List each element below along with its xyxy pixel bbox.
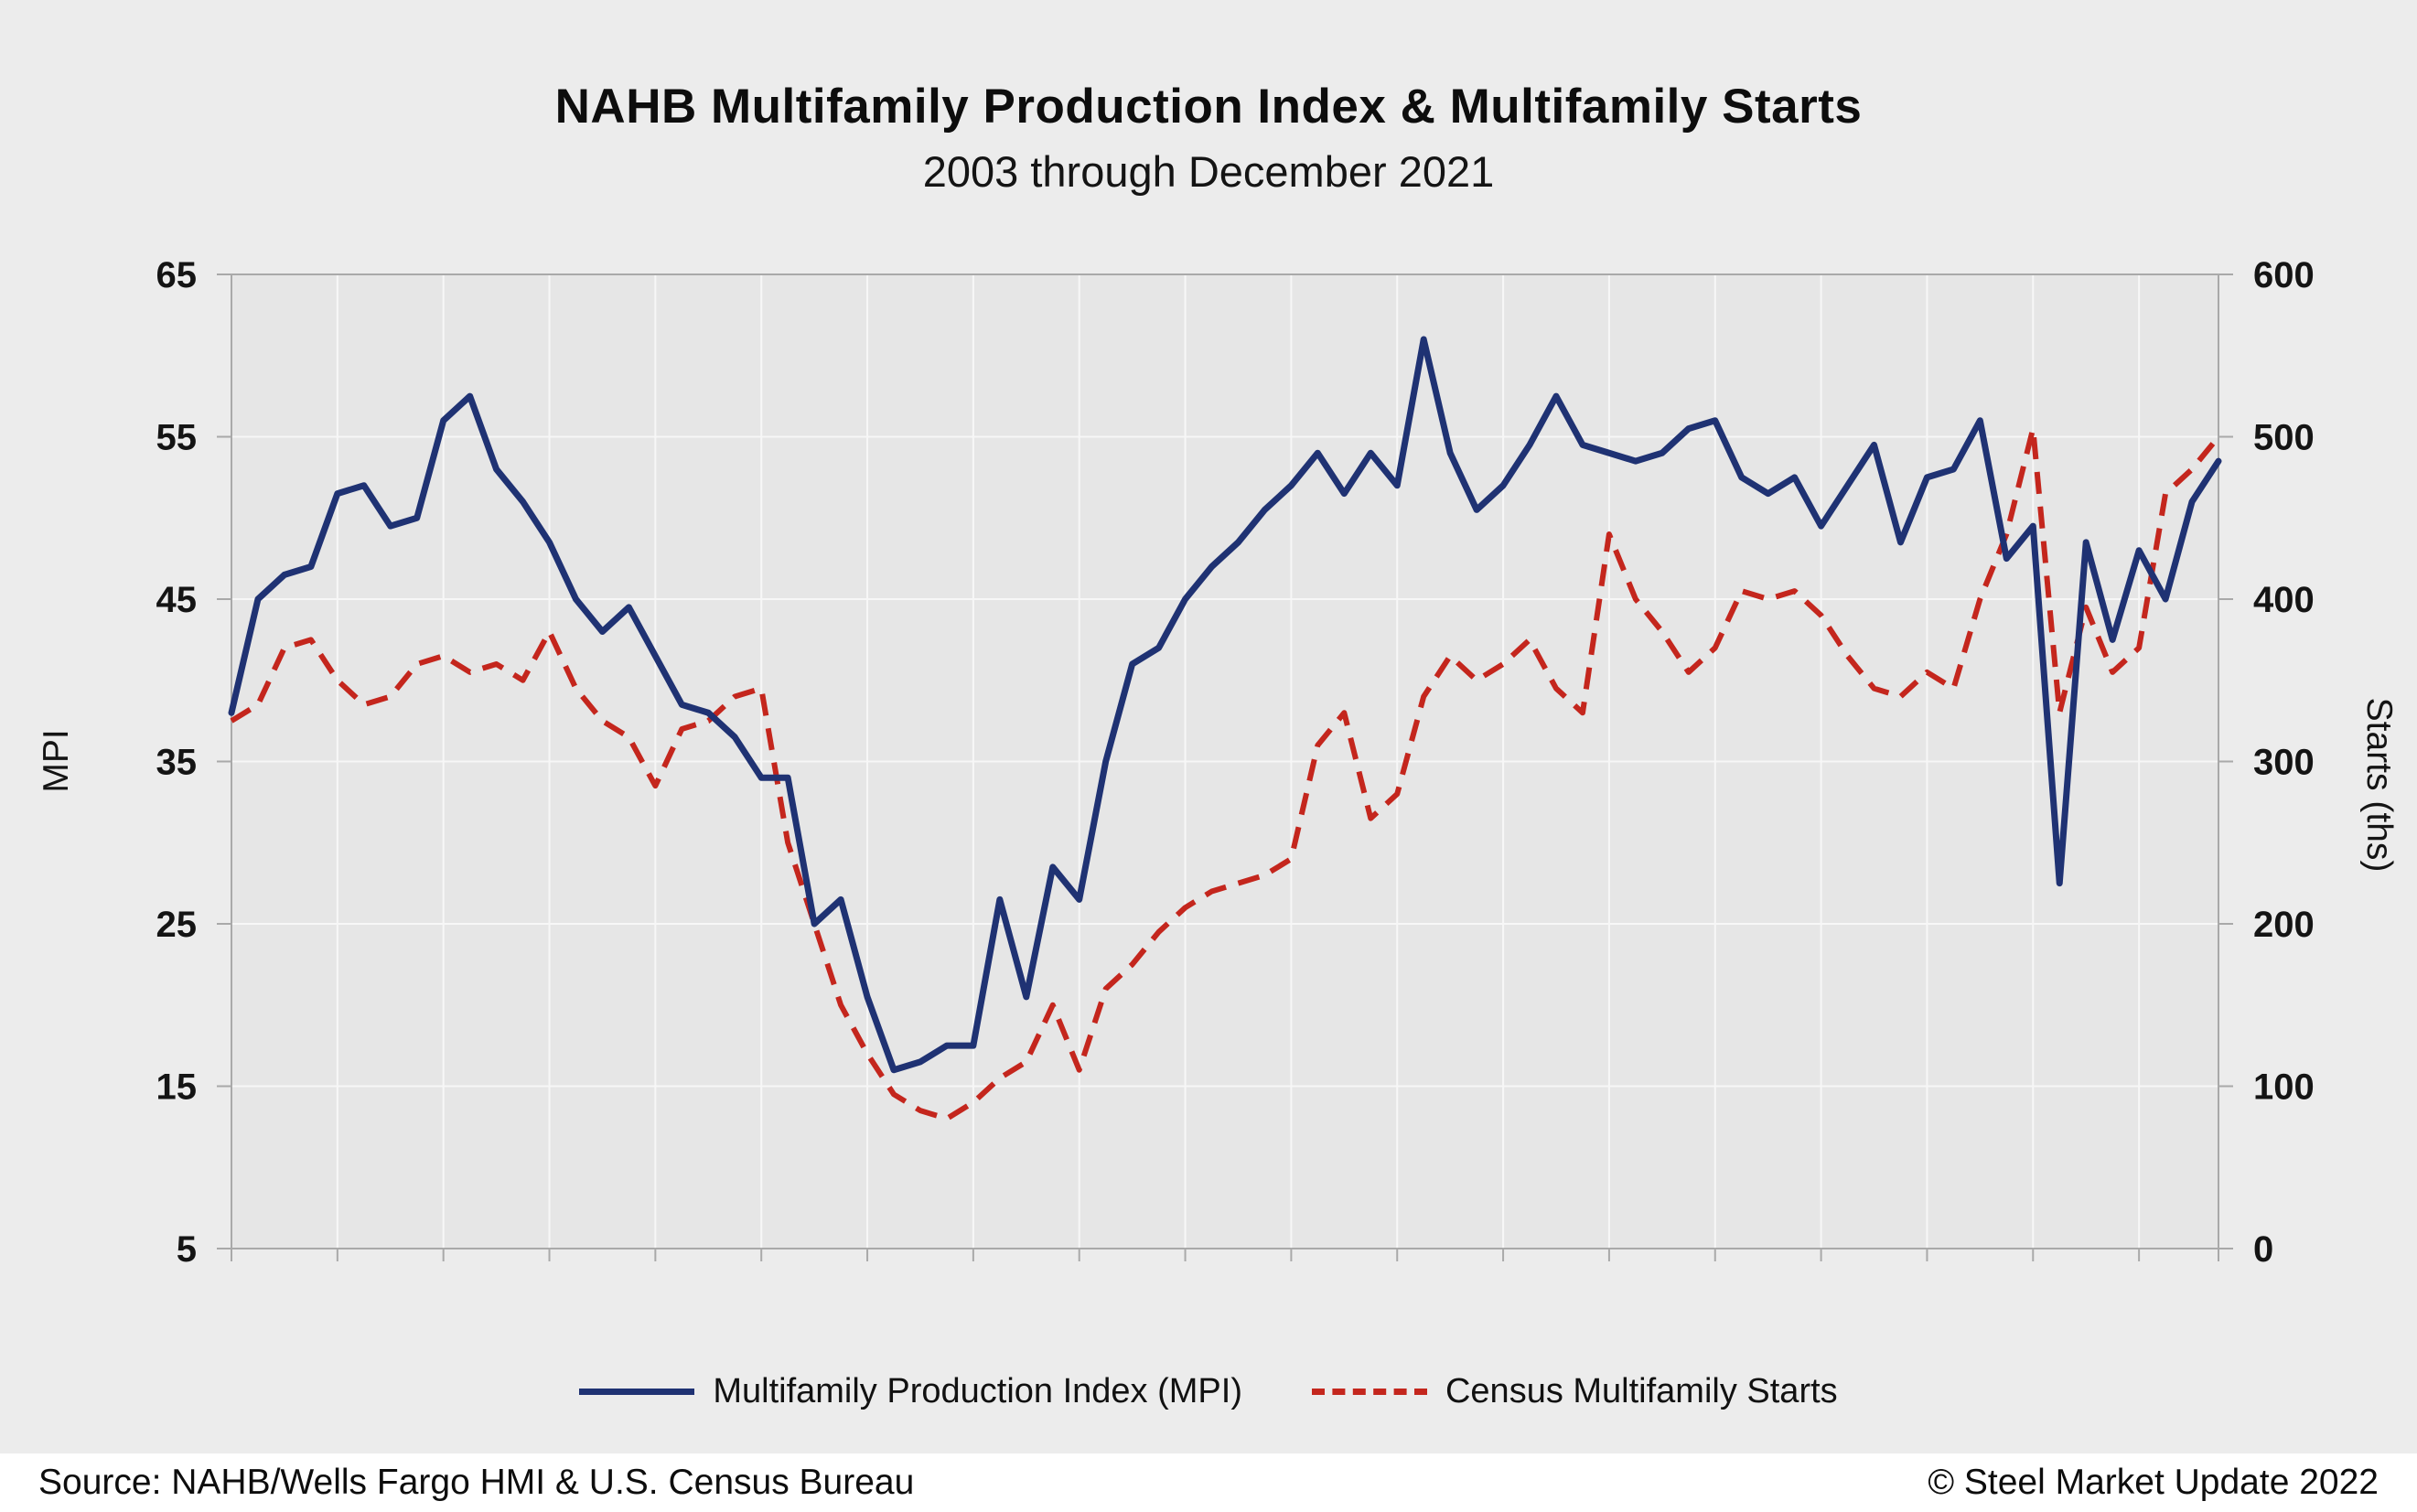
mpi-line bbox=[228, 336, 2222, 1074]
left-axis-tick-label: 35 bbox=[156, 743, 198, 783]
left-axis-tick-label: 5 bbox=[177, 1229, 197, 1270]
right-axis-tick-label: 100 bbox=[2253, 1067, 2315, 1108]
chart-title: NAHB Multifamily Production Index & Mult… bbox=[554, 80, 1863, 134]
right-axis-tick-label: 0 bbox=[2253, 1229, 2273, 1270]
left-axis-tick-label: 25 bbox=[156, 905, 198, 945]
source-note: Source: NAHB/Wells Fargo HMI & U.S. Cens… bbox=[38, 1463, 915, 1502]
footer-bar: Source: NAHB/Wells Fargo HMI & U.S. Cens… bbox=[0, 1453, 2417, 1512]
starts-line-swatch bbox=[1311, 1389, 1427, 1395]
right-axis-tick-label: 200 bbox=[2253, 905, 2315, 945]
legend: Multifamily Production Index (MPI) Censu… bbox=[0, 1372, 2417, 1411]
copyright-note: © Steel Market Update 2022 bbox=[1928, 1463, 2379, 1502]
left-axis-tick-label: 55 bbox=[156, 418, 198, 458]
starts-line bbox=[230, 425, 2221, 1121]
left-axis-tick-label: 45 bbox=[156, 580, 198, 620]
legend-item-mpi: Multifamily Production Index (MPI) bbox=[579, 1372, 1242, 1411]
right-axis-tick-label: 600 bbox=[2253, 255, 2315, 295]
chart-subtitle: 2003 through December 2021 bbox=[922, 147, 1495, 196]
right-axis-tick-label: 500 bbox=[2253, 418, 2315, 458]
left-axis-title: MPI bbox=[37, 729, 76, 793]
right-axis-tick-label: 400 bbox=[2253, 580, 2315, 620]
legend-label-mpi: Multifamily Production Index (MPI) bbox=[713, 1372, 1242, 1410]
left-axis-tick-label: 65 bbox=[156, 255, 198, 295]
left-axis-tick-label: 15 bbox=[156, 1067, 198, 1108]
right-axis-title: Starts (ths) bbox=[2359, 697, 2399, 873]
mpi-line-swatch bbox=[579, 1389, 695, 1395]
right-axis-tick-label: 300 bbox=[2253, 743, 2315, 783]
legend-label-starts: Census Multifamily Starts bbox=[1445, 1372, 1838, 1410]
legend-item-starts: Census Multifamily Starts bbox=[1311, 1372, 1838, 1411]
